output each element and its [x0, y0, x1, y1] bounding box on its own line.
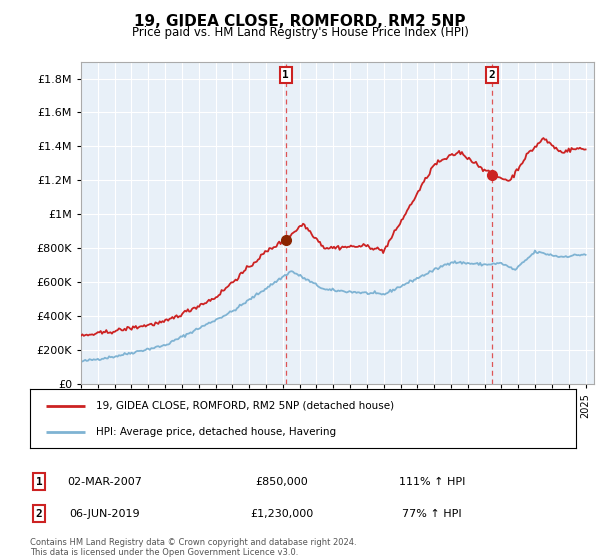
Text: 2: 2 [35, 508, 43, 519]
Text: Price paid vs. HM Land Registry's House Price Index (HPI): Price paid vs. HM Land Registry's House … [131, 26, 469, 39]
Text: £1,230,000: £1,230,000 [250, 508, 314, 519]
Text: 19, GIDEA CLOSE, ROMFORD, RM2 5NP (detached house): 19, GIDEA CLOSE, ROMFORD, RM2 5NP (detac… [95, 400, 394, 410]
Text: HPI: Average price, detached house, Havering: HPI: Average price, detached house, Have… [95, 427, 335, 437]
Text: 19, GIDEA CLOSE, ROMFORD, RM2 5NP: 19, GIDEA CLOSE, ROMFORD, RM2 5NP [134, 14, 466, 29]
Text: 77% ↑ HPI: 77% ↑ HPI [402, 508, 462, 519]
Text: 111% ↑ HPI: 111% ↑ HPI [399, 477, 465, 487]
Text: £850,000: £850,000 [256, 477, 308, 487]
Text: 2: 2 [488, 70, 495, 80]
Text: 06-JUN-2019: 06-JUN-2019 [70, 508, 140, 519]
Text: 02-MAR-2007: 02-MAR-2007 [68, 477, 142, 487]
Text: 1: 1 [35, 477, 43, 487]
Text: Contains HM Land Registry data © Crown copyright and database right 2024.
This d: Contains HM Land Registry data © Crown c… [30, 538, 356, 557]
Text: 1: 1 [283, 70, 289, 80]
